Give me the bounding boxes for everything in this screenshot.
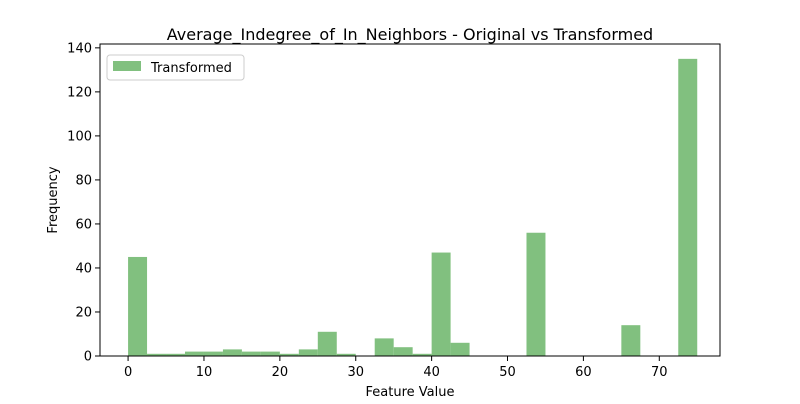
histogram-bar: [621, 325, 641, 356]
y-axis-ticks: 0 20 40 60 80 100 120 140: [67, 41, 100, 365]
y-tick-label: 100: [67, 129, 92, 144]
histogram-bar: [526, 232, 546, 356]
y-tick-label: 80: [75, 173, 92, 188]
x-tick-label: 10: [196, 365, 213, 380]
histogram-bar: [317, 331, 337, 356]
legend-frame: [106, 54, 245, 81]
histogram-bar: [279, 353, 299, 356]
chart-title: Average_Indegree_of_In_Neighbors - Origi…: [167, 25, 653, 45]
x-tick-label: 40: [423, 365, 440, 380]
histogram-bar: [222, 349, 242, 356]
x-tick-label: 20: [272, 365, 289, 380]
histogram-bar: [184, 351, 204, 356]
histogram-bar: [336, 353, 356, 356]
plot-frame: [99, 43, 721, 357]
y-tick-label: 40: [75, 261, 92, 276]
bars-group: [128, 58, 698, 356]
histogram-bar: [128, 256, 148, 356]
histogram-bar: [678, 58, 698, 356]
histogram-bar: [450, 342, 470, 356]
histogram-bar: [147, 353, 167, 356]
x-tick-label: 0: [124, 365, 132, 380]
histogram-bar: [241, 351, 261, 356]
histogram-bar: [393, 347, 413, 356]
legend-swatch: [113, 61, 141, 71]
y-axis-label: Frequency: [46, 166, 61, 233]
histogram-bar: [166, 353, 185, 356]
y-tick-label: 140: [67, 41, 92, 56]
histogram-bar: [412, 353, 432, 356]
legend: Transformed: [106, 54, 245, 81]
y-tick-label: 0: [84, 350, 92, 365]
histogram-bar: [203, 351, 223, 356]
histogram-bar: [260, 351, 280, 356]
y-tick-label: 20: [75, 305, 92, 320]
x-axis-ticks: 0 10 20 30 40 50 60 70: [124, 356, 668, 380]
histogram-bar: [374, 338, 394, 356]
x-tick-label: 70: [651, 365, 668, 380]
y-tick-label: 60: [75, 217, 92, 232]
x-axis-label: Feature Value: [366, 385, 455, 400]
x-tick-label: 30: [347, 365, 364, 380]
y-tick-label: 120: [67, 85, 92, 100]
x-tick-label: 50: [499, 365, 516, 380]
histogram-bar: [431, 252, 451, 356]
x-tick-label: 60: [575, 365, 592, 380]
histogram-bar: [298, 349, 318, 356]
legend-label: Transformed: [150, 61, 232, 76]
